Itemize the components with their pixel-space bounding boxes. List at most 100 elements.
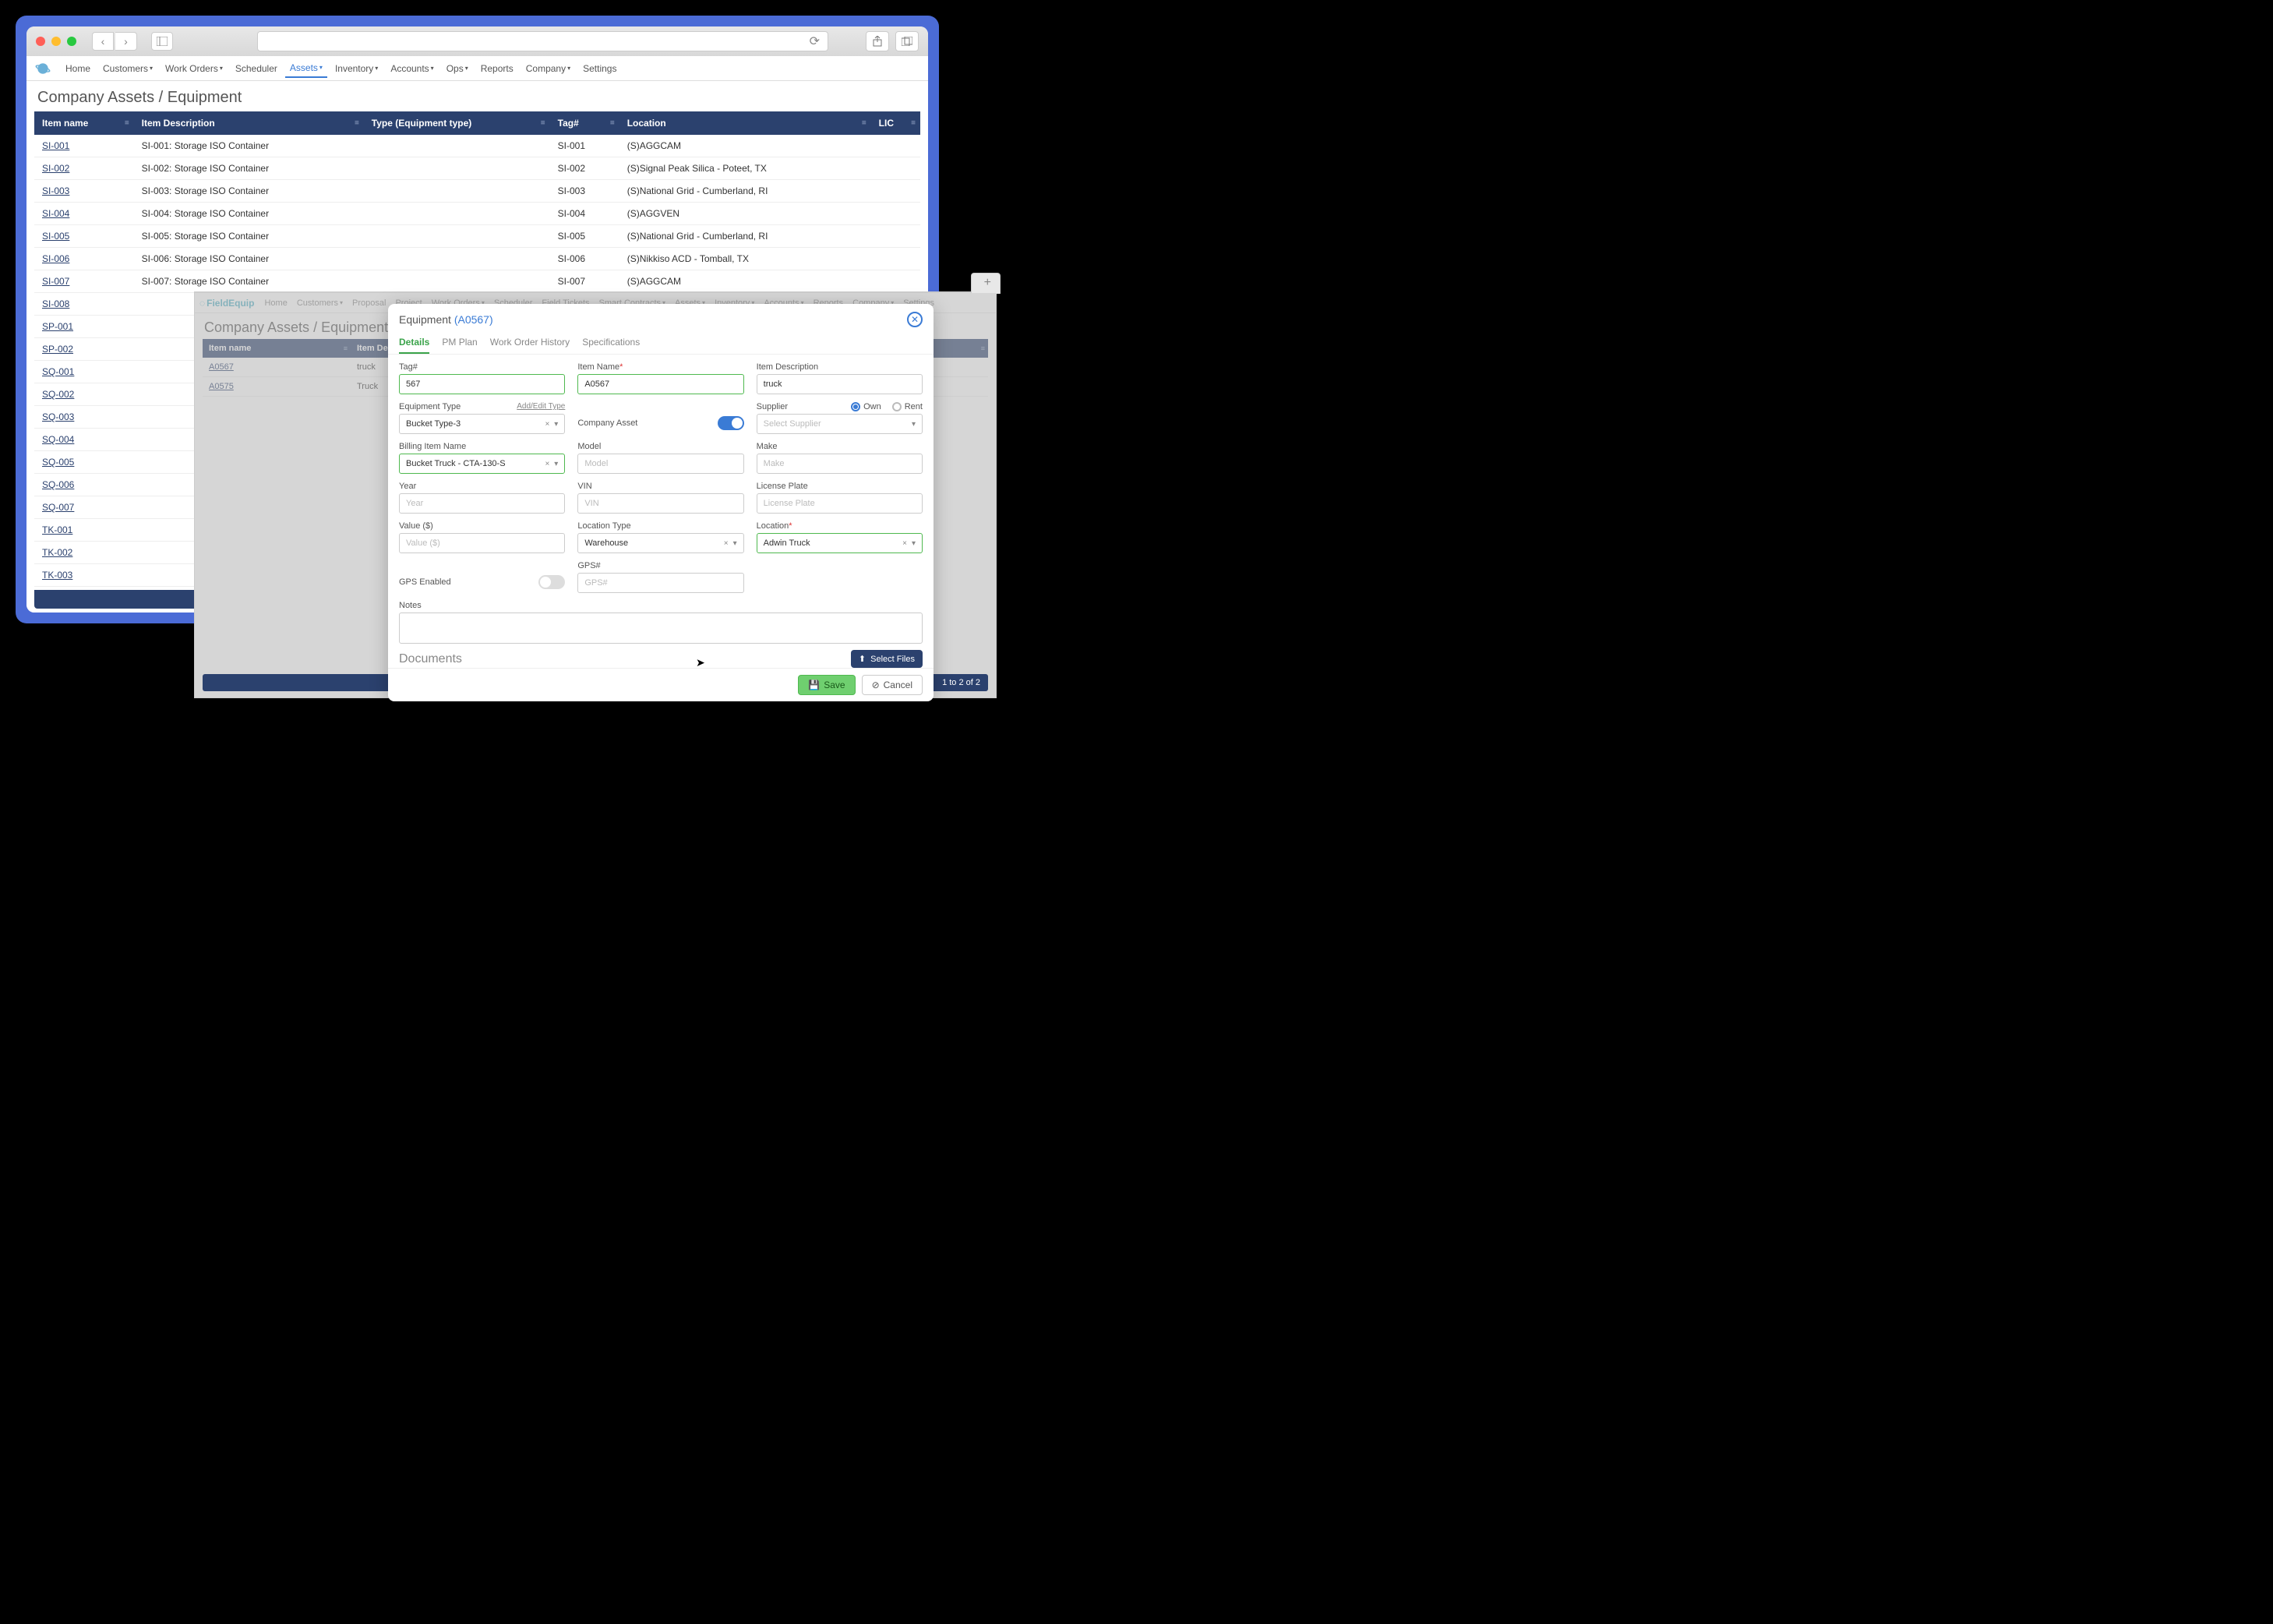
vin-input[interactable] xyxy=(577,493,743,514)
nav-scheduler[interactable]: Scheduler xyxy=(231,59,282,78)
nav-reports[interactable]: Reports xyxy=(476,59,518,78)
share-icon[interactable] xyxy=(866,31,889,51)
nav-work-orders[interactable]: Work Orders▾ xyxy=(161,59,228,78)
col-tag-[interactable]: Tag#≡ xyxy=(550,111,619,135)
clear-icon[interactable]: × xyxy=(545,420,549,429)
cell: SI-006 xyxy=(34,248,134,270)
gps-enabled-toggle[interactable] xyxy=(538,575,565,589)
cell: (S)National Grid - Cumberland, RI xyxy=(619,180,871,203)
nav-inventory[interactable]: Inventory▾ xyxy=(330,59,383,78)
supplier-radios: Own Rent xyxy=(851,402,923,411)
col-location[interactable]: Location≡ xyxy=(619,111,871,135)
license-input[interactable] xyxy=(757,493,923,514)
cell: TK-003 xyxy=(34,564,134,587)
column-menu-icon[interactable]: ≡ xyxy=(610,119,615,128)
table-row[interactable]: SI-006SI-006: Storage ISO ContainerSI-00… xyxy=(34,248,920,270)
column-menu-icon[interactable]: ≡ xyxy=(355,119,359,128)
cell xyxy=(871,135,920,157)
cell: (S)AGGCAM xyxy=(619,135,871,157)
tab-work-order-history[interactable]: Work Order History xyxy=(490,332,570,354)
item-name-input[interactable] xyxy=(577,374,743,394)
modal-footer: 💾 Save ⊘ Cancel xyxy=(388,668,934,701)
minimize-window-icon[interactable] xyxy=(51,37,61,46)
table-row[interactable]: SI-001SI-001: Storage ISO ContainerSI-00… xyxy=(34,135,920,157)
tag-input[interactable] xyxy=(399,374,565,394)
model-input[interactable] xyxy=(577,454,743,474)
supplier-rent-radio[interactable]: Rent xyxy=(892,402,923,411)
tab-pm-plan[interactable]: PM Plan xyxy=(442,332,477,354)
col-type-equipment-type-[interactable]: Type (Equipment type)≡ xyxy=(364,111,550,135)
cell: SI-001: Storage ISO Container xyxy=(134,135,364,157)
add-edit-type-link[interactable]: Add/Edit Type xyxy=(517,402,565,411)
zoom-window-icon[interactable] xyxy=(67,37,76,46)
reload-icon[interactable]: ⟳ xyxy=(810,34,820,49)
cell: SQ-004 xyxy=(34,429,134,451)
tab-details[interactable]: Details xyxy=(399,332,429,354)
column-menu-icon[interactable]: ≡ xyxy=(125,119,129,128)
nav-customers[interactable]: Customers▾ xyxy=(98,59,157,78)
column-menu-icon[interactable]: ≡ xyxy=(862,119,866,128)
nav-accounts[interactable]: Accounts▾ xyxy=(386,59,438,78)
documents-title: Documents xyxy=(399,652,462,666)
col-item-name[interactable]: Item name≡ xyxy=(34,111,134,135)
clear-icon[interactable]: × xyxy=(724,539,729,548)
field-item-desc: Item Description xyxy=(757,362,923,394)
location-select[interactable]: Adwin Truck ×▾ xyxy=(757,533,923,553)
nav-assets[interactable]: Assets▾ xyxy=(285,59,327,78)
clear-icon[interactable]: × xyxy=(545,460,549,468)
make-input[interactable] xyxy=(757,454,923,474)
item-name-label: Item Name* xyxy=(577,362,743,372)
select-files-button[interactable]: ⬆ Select Files xyxy=(851,650,923,668)
company-asset-toggle[interactable] xyxy=(718,416,744,430)
item-desc-input[interactable] xyxy=(757,374,923,394)
table-row[interactable]: SI-005SI-005: Storage ISO ContainerSI-00… xyxy=(34,225,920,248)
loc-type-select[interactable]: Warehouse ×▾ xyxy=(577,533,743,553)
column-menu-icon[interactable]: ≡ xyxy=(911,119,916,128)
equip-type-select[interactable]: Bucket Type-3 ×▾ xyxy=(399,414,565,434)
supplier-own-radio[interactable]: Own xyxy=(851,402,881,411)
field-location: Location* Adwin Truck ×▾ xyxy=(757,521,923,553)
new-tab-icon[interactable]: + xyxy=(984,276,991,290)
nav-ops[interactable]: Ops▾ xyxy=(442,59,473,78)
cell: TK-001 xyxy=(34,519,134,542)
field-gps-enabled: GPS Enabled xyxy=(399,561,565,593)
equipment-modal: Equipment (A0567) ✕ DetailsPM PlanWork O… xyxy=(388,304,934,701)
nav-company[interactable]: Company▾ xyxy=(521,59,575,78)
cell: (S)Signal Peak Silica - Poteet, TX xyxy=(619,157,871,180)
model-label: Model xyxy=(577,442,743,451)
back-button[interactable]: ‹ xyxy=(92,32,114,51)
col-lic[interactable]: LIC≡ xyxy=(871,111,920,135)
nav-settings[interactable]: Settings xyxy=(578,59,621,78)
notes-input[interactable] xyxy=(399,613,923,644)
cancel-button[interactable]: ⊘ Cancel xyxy=(862,675,923,695)
cell: SI-005 xyxy=(550,225,619,248)
cell xyxy=(871,180,920,203)
sidebar-toggle-icon[interactable] xyxy=(151,32,173,51)
year-input[interactable] xyxy=(399,493,565,514)
cell: SQ-007 xyxy=(34,496,134,519)
table-row[interactable]: SI-003SI-003: Storage ISO ContainerSI-00… xyxy=(34,180,920,203)
supplier-select[interactable]: Select Supplier ▾ xyxy=(757,414,923,434)
table-row[interactable]: SI-004SI-004: Storage ISO ContainerSI-00… xyxy=(34,203,920,225)
clear-icon[interactable]: × xyxy=(902,539,907,548)
table-row[interactable]: SI-002SI-002: Storage ISO ContainerSI-00… xyxy=(34,157,920,180)
gps-num-input[interactable] xyxy=(577,573,743,593)
url-bar[interactable]: ⟳ xyxy=(257,31,828,51)
billing-select[interactable]: Bucket Truck - CTA-130-S ×▾ xyxy=(399,454,565,474)
value-input[interactable] xyxy=(399,533,565,553)
field-tag: Tag# xyxy=(399,362,565,394)
nav-home[interactable]: Home xyxy=(61,59,95,78)
save-button[interactable]: 💾 Save xyxy=(798,675,855,695)
tabs-icon[interactable] xyxy=(895,31,919,51)
close-window-icon[interactable] xyxy=(36,37,45,46)
field-value: Value ($) xyxy=(399,521,565,553)
field-vin: VIN xyxy=(577,482,743,514)
forward-button[interactable]: › xyxy=(115,32,137,51)
form-grid: Tag# Item Name* Item Description Equipme… xyxy=(399,362,923,644)
tab-specifications[interactable]: Specifications xyxy=(582,332,640,354)
col-item-description[interactable]: Item Description≡ xyxy=(134,111,364,135)
column-menu-icon[interactable]: ≡ xyxy=(541,119,545,128)
close-modal-button[interactable]: ✕ xyxy=(907,312,923,327)
field-license: License Plate xyxy=(757,482,923,514)
table-row[interactable]: SI-007SI-007: Storage ISO ContainerSI-00… xyxy=(34,270,920,293)
